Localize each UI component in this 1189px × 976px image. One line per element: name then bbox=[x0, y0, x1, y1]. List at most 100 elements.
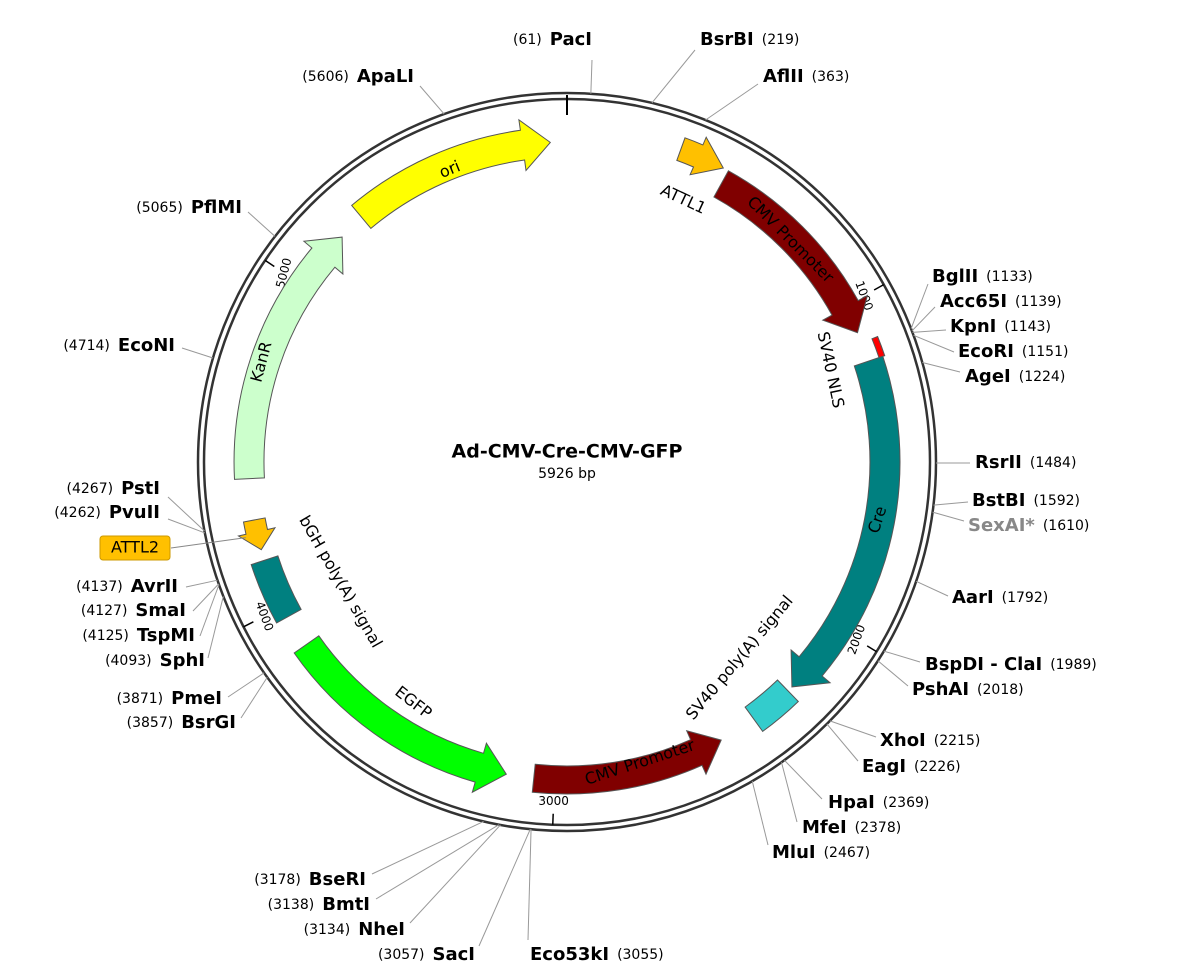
site-position: (363) bbox=[812, 69, 850, 85]
site-connector bbox=[780, 762, 798, 823]
site-position: (2018) bbox=[977, 682, 1024, 698]
site-label: PshAI (2018) bbox=[912, 679, 1024, 700]
site-position: (61) bbox=[513, 32, 542, 48]
site-label: AarI (1792) bbox=[952, 587, 1048, 608]
feature-label-box bbox=[99, 535, 171, 561]
site-name: SphI bbox=[160, 650, 205, 671]
site-connector bbox=[883, 650, 921, 663]
site-name: MfeI bbox=[802, 817, 847, 838]
site-name: BsrBI bbox=[700, 29, 754, 50]
site-position: (3857) bbox=[127, 715, 174, 731]
tick-mark bbox=[873, 283, 885, 291]
site-name: BsrGI bbox=[181, 712, 236, 733]
site-name: BspDI - ClaI bbox=[925, 654, 1042, 675]
site-name: BglII bbox=[932, 266, 978, 287]
site-label: (3871) PmeI bbox=[117, 688, 222, 709]
feature-label: bGH poly(A) signal bbox=[295, 512, 386, 651]
site-name: PvuII bbox=[109, 502, 160, 523]
site-name: SexAI* bbox=[968, 515, 1035, 536]
site-connector bbox=[913, 334, 955, 353]
site-label: (61) PacI bbox=[513, 29, 592, 50]
site-position: (4714) bbox=[63, 338, 110, 354]
site-label: (3178) BseRI bbox=[254, 869, 366, 890]
site-position: (3871) bbox=[117, 691, 164, 707]
site-connector bbox=[478, 828, 531, 947]
feature-label: ATTL2 bbox=[111, 538, 159, 557]
site-label: (4125) TspMI bbox=[82, 625, 195, 646]
site-name: NheI bbox=[358, 919, 405, 940]
site-position: (3134) bbox=[304, 922, 351, 938]
site-name: PstI bbox=[121, 478, 160, 499]
site-name: AflII bbox=[763, 66, 804, 87]
site-connector bbox=[527, 829, 532, 941]
site-label: AflII (363) bbox=[763, 66, 849, 87]
site-position: (4267) bbox=[67, 481, 114, 497]
site-label: (3138) BmtI bbox=[268, 894, 370, 915]
site-label: XhoI (2215) bbox=[880, 730, 980, 751]
site-position: (219) bbox=[762, 32, 800, 48]
site-connector bbox=[590, 59, 593, 94]
site-name: Eco53kI bbox=[530, 944, 609, 965]
tick-mark bbox=[243, 621, 254, 628]
site-position: (5065) bbox=[136, 200, 183, 216]
site-label: (4093) SphI bbox=[105, 650, 205, 671]
site-connector bbox=[911, 306, 936, 332]
site-label: Eco53kI (3055) bbox=[530, 944, 664, 965]
site-connector bbox=[783, 759, 823, 800]
site-connector bbox=[915, 580, 949, 597]
site-connector bbox=[933, 501, 969, 506]
site-connector bbox=[181, 347, 214, 359]
site-position: (1592) bbox=[1033, 493, 1080, 509]
site-label: (4267) PstI bbox=[67, 478, 160, 499]
site-name: KpnI bbox=[950, 316, 996, 337]
site-position: (1133) bbox=[986, 269, 1033, 285]
feature-arrow bbox=[713, 170, 869, 334]
site-position: (4127) bbox=[81, 603, 128, 619]
site-name: PshAI bbox=[912, 679, 969, 700]
site-connector bbox=[912, 329, 947, 333]
site-name: XhoI bbox=[880, 730, 926, 751]
site-position: (1139) bbox=[1015, 294, 1062, 310]
site-position: (4125) bbox=[82, 628, 129, 644]
site-position: (1484) bbox=[1030, 455, 1077, 471]
site-label: SexAI* (1610) bbox=[968, 515, 1089, 536]
feature-arrow bbox=[531, 730, 722, 795]
backbone-outer bbox=[196, 91, 938, 833]
site-position: (1792) bbox=[1002, 590, 1049, 606]
feature-arrow bbox=[744, 679, 800, 733]
site-name: PflMI bbox=[191, 197, 242, 218]
feature-connector bbox=[170, 537, 246, 549]
site-label: (4127) SmaI bbox=[81, 600, 186, 621]
site-connector bbox=[207, 596, 224, 659]
site-connector bbox=[192, 583, 220, 612]
site-name: AvrII bbox=[131, 576, 178, 597]
feature-arrow bbox=[350, 118, 552, 230]
site-connector bbox=[419, 85, 445, 115]
site-label: AgeI (1224) bbox=[965, 366, 1065, 387]
site-label: MluI (2467) bbox=[772, 842, 870, 863]
site-position: (1143) bbox=[1004, 319, 1051, 335]
site-label: (5065) PflMI bbox=[136, 197, 242, 218]
site-connector bbox=[409, 824, 501, 924]
site-position: (2226) bbox=[914, 759, 961, 775]
site-name: AarI bbox=[952, 587, 994, 608]
site-label: (3134) NheI bbox=[304, 919, 405, 940]
site-position: (3138) bbox=[268, 897, 315, 913]
site-label: (4262) PvuII bbox=[54, 502, 160, 523]
site-position: (2378) bbox=[855, 820, 902, 836]
site-name: PmeI bbox=[171, 688, 222, 709]
site-label: (4714) EcoNI bbox=[63, 335, 175, 356]
site-label: Acc65I (1139) bbox=[940, 291, 1062, 312]
feature-arrow bbox=[871, 335, 886, 359]
site-connector bbox=[167, 496, 205, 532]
feature-arrow bbox=[293, 635, 508, 794]
site-position: (2215) bbox=[934, 733, 981, 749]
site-name: MluI bbox=[772, 842, 816, 863]
site-name: EagI bbox=[862, 756, 906, 777]
site-label: BstBI (1592) bbox=[972, 490, 1080, 511]
site-label: HpaI (2369) bbox=[828, 792, 929, 813]
site-connector bbox=[932, 511, 965, 522]
site-label: (3857) BsrGI bbox=[127, 712, 236, 733]
site-name: EcoNI bbox=[118, 335, 175, 356]
site-label: BsrBI (219) bbox=[700, 29, 799, 50]
